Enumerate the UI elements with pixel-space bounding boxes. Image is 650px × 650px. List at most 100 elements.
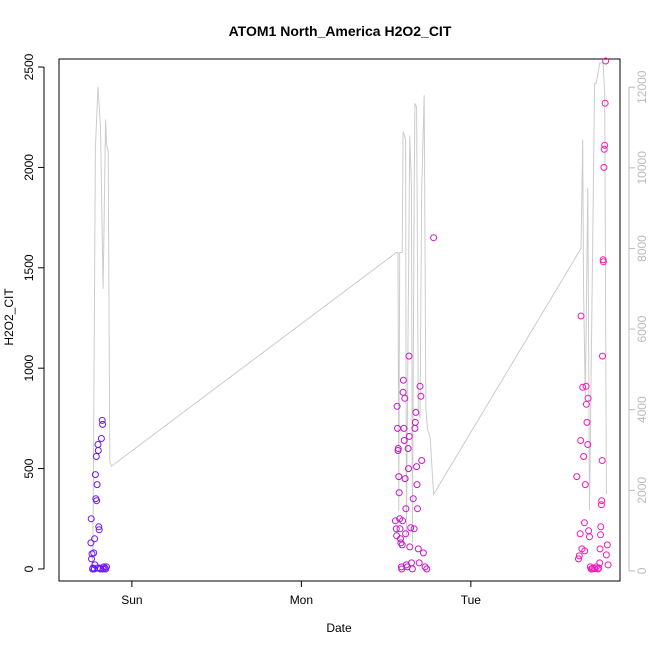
data-point <box>99 420 107 428</box>
y-axis-label: H2O2_CIT <box>2 288 16 346</box>
data-point <box>395 489 403 497</box>
y2-tick-label: 12000 <box>635 70 649 104</box>
data-point <box>91 535 99 543</box>
data-point <box>417 392 425 400</box>
data-point <box>598 457 606 464</box>
data-point <box>600 163 608 171</box>
data-point <box>584 394 592 402</box>
data-point <box>398 541 406 549</box>
data-point <box>399 517 406 525</box>
data-point <box>412 408 420 416</box>
data-point <box>598 497 606 505</box>
data-point <box>597 531 604 539</box>
data-point <box>597 501 605 509</box>
data-point <box>599 258 607 266</box>
y2-tick-label: 4000 <box>635 396 649 423</box>
data-point <box>402 530 410 538</box>
data-point <box>391 517 399 525</box>
data-point <box>397 535 404 543</box>
data-point <box>581 547 589 555</box>
data-point <box>88 555 95 563</box>
data-point <box>579 383 587 391</box>
data-point <box>98 416 106 424</box>
data-point <box>580 519 588 527</box>
data-point <box>90 549 98 557</box>
data-point <box>103 563 110 571</box>
y2-tick-label: 10000 <box>635 151 649 185</box>
data-point <box>602 551 610 559</box>
data-point <box>413 463 421 471</box>
data-point <box>595 564 603 572</box>
data-point <box>421 563 429 571</box>
data-point <box>400 424 408 432</box>
data-point <box>88 550 96 558</box>
data-point <box>399 376 407 384</box>
data-point <box>413 481 421 489</box>
data-point <box>586 533 593 541</box>
data-point <box>603 541 611 549</box>
data-point <box>596 559 604 567</box>
data-point <box>430 234 438 242</box>
data-point <box>416 382 424 390</box>
y-tick-label: 1500 <box>22 254 36 281</box>
y-tick-label: 0 <box>22 565 36 572</box>
data-point <box>401 394 409 402</box>
x-axis-label: Date <box>326 621 352 635</box>
data-point <box>404 445 412 452</box>
data-point <box>577 437 585 444</box>
data-point <box>392 525 400 533</box>
data-point <box>97 565 104 573</box>
secondary-series-line <box>90 62 607 571</box>
x-tick-label: Sun <box>121 593 142 607</box>
data-point <box>95 526 103 534</box>
y-tick-label: 500 <box>22 458 36 478</box>
data-point <box>581 481 589 489</box>
data-point <box>599 352 606 360</box>
data-point <box>410 525 418 533</box>
data-point <box>584 441 592 448</box>
data-point <box>405 465 412 473</box>
data-point <box>405 352 413 360</box>
data-point <box>408 565 416 573</box>
data-point <box>95 523 103 531</box>
data-point <box>406 543 414 551</box>
data-point <box>394 445 402 452</box>
data-point <box>415 559 423 567</box>
data-point <box>576 530 584 538</box>
data-point <box>414 545 422 553</box>
data-point <box>575 555 582 563</box>
data-point <box>91 471 99 479</box>
y-tick-label: 2500 <box>22 53 36 80</box>
data-point <box>583 418 591 426</box>
data-point <box>407 524 415 532</box>
chart-title: ATOM1 North_America H2O2_CIT <box>229 23 452 39</box>
data-point <box>604 561 612 569</box>
points-layer <box>87 57 612 573</box>
data-point <box>400 437 408 444</box>
y-tick-label: 2000 <box>22 154 36 181</box>
data-point <box>94 447 102 454</box>
data-point <box>580 453 588 460</box>
y2-tick-label: 8000 <box>635 235 649 262</box>
data-point <box>402 505 410 513</box>
data-point <box>396 525 404 533</box>
data-point <box>418 457 426 464</box>
data-point <box>577 312 585 320</box>
y-tick-label: 1000 <box>22 355 36 382</box>
data-point <box>393 402 401 410</box>
secondary-line-layer <box>90 62 607 571</box>
data-point <box>419 549 427 557</box>
data-point <box>601 99 609 107</box>
data-point <box>93 497 101 505</box>
data-point <box>602 57 610 65</box>
data-point <box>601 141 609 149</box>
data-point <box>409 495 417 503</box>
data-point <box>101 564 109 572</box>
data-point <box>423 565 431 573</box>
data-point <box>591 565 599 573</box>
data-point <box>397 539 405 547</box>
y2-tick-label: 0 <box>635 567 649 574</box>
x-tick-label: Tue <box>461 593 482 607</box>
